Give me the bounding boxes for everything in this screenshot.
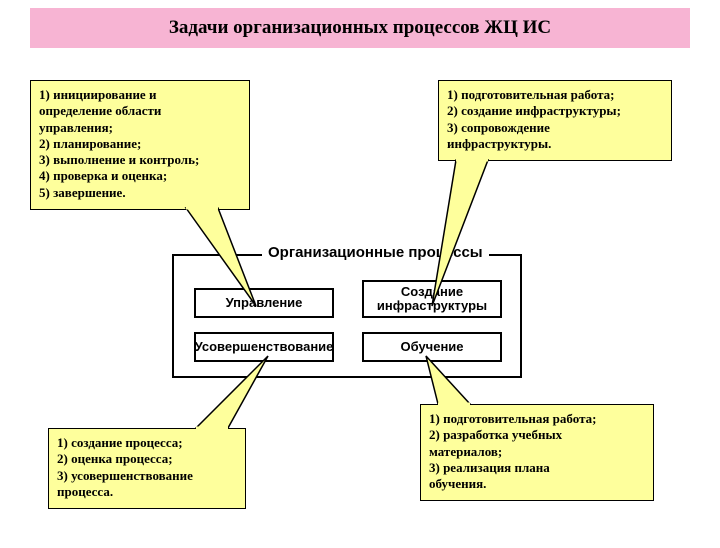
callout-line: 1) создание процесса; (57, 435, 237, 451)
callout-line: 3) выполнение и контроль; (39, 152, 241, 168)
callout-line: 1) подготовительная работа; (447, 87, 663, 103)
cell-improvement: Усовершенствование (194, 332, 334, 362)
title-bar: Задачи организационных процессов ЖЦ ИС (30, 8, 690, 48)
diagram-title: Организационные процессы (262, 244, 489, 261)
callout-line: 1) инициирование и (39, 87, 241, 103)
cell-management: Управление (194, 288, 334, 318)
callout-line: 2) создание инфраструктуры; (447, 103, 663, 119)
callout-training: 1) подготовительная работа;2) разработка… (420, 404, 654, 501)
callout-line: процесса. (57, 484, 237, 500)
cell-infrastructure: Создание инфраструктуры (362, 280, 502, 318)
callout-line: 3) реализация плана (429, 460, 645, 476)
callout-infrastructure: 1) подготовительная работа;2) создание и… (438, 80, 672, 161)
callout-line: 2) оценка процесса; (57, 451, 237, 467)
callout-line: материалов; (429, 444, 645, 460)
callout-line: 4) проверка и оценка; (39, 168, 241, 184)
callout-line: 2) разработка учебных (429, 427, 645, 443)
callout-line: 5) завершение. (39, 185, 241, 201)
callout-line: управления; (39, 120, 241, 136)
callout-line: 1) подготовительная работа; (429, 411, 645, 427)
callout-line: 3) усовершенствование (57, 468, 237, 484)
callout-line: 3) сопровождение (447, 120, 663, 136)
page-title: Задачи организационных процессов ЖЦ ИС (169, 17, 551, 39)
callout-management: 1) инициирование иопределение областиупр… (30, 80, 250, 210)
callout-line: 2) планирование; (39, 136, 241, 152)
callout-line: обучения. (429, 476, 645, 492)
callout-line: определение области (39, 103, 241, 119)
callout-line: инфраструктуры. (447, 136, 663, 152)
callout-improvement: 1) создание процесса;2) оценка процесса;… (48, 428, 246, 509)
cell-training: Обучение (362, 332, 502, 362)
